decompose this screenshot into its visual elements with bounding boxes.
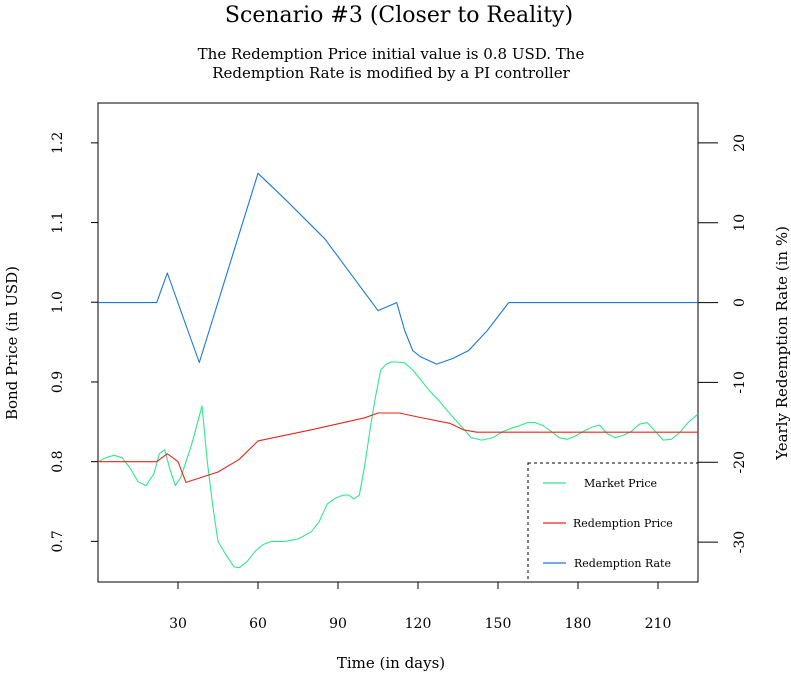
right-y-tick-label: -10 — [732, 371, 748, 394]
plot-frame — [97, 102, 699, 583]
left-y-tick-label: 1.0 — [50, 291, 66, 313]
x-axis-label: Time (in days) — [337, 654, 445, 672]
right-y-tick-label: 0 — [732, 298, 748, 307]
x-axis-ticks: 30 60 90 120 150 180 210 — [169, 582, 671, 632]
chart-title: Scenario #3 (Closer to Reality) — [225, 3, 573, 28]
redemption-rate-line — [98, 172, 698, 365]
legend-box — [527, 462, 699, 583]
left-y-tick-label: 0.8 — [50, 451, 66, 473]
legend-label-market-price: Market Price — [584, 477, 657, 490]
chart-subtitle-line-1: The Redemption Price initial value is 0.… — [198, 45, 585, 63]
right-y-tick-label: -30 — [732, 531, 748, 554]
right-y-tick-label: 10 — [732, 214, 748, 232]
legend-label-redemption-price: Redemption Price — [573, 517, 673, 530]
legend: Market Price Redemption Price Redemption… — [527, 462, 699, 583]
x-tick-label: 30 — [169, 616, 187, 632]
left-y-tick-label: 0.7 — [50, 530, 66, 552]
legend-label-redemption-rate: Redemption Rate — [574, 557, 671, 570]
x-tick-label: 90 — [329, 616, 347, 632]
chart-subtitle-line-2: Redemption Rate is modified by a PI cont… — [212, 64, 570, 82]
x-tick-label: 150 — [485, 616, 512, 632]
right-y-tick-label: -20 — [732, 451, 748, 474]
x-tick-label: 120 — [405, 616, 432, 632]
series-lines — [97, 172, 699, 569]
x-tick-label: 210 — [645, 616, 672, 632]
left-y-tick-label: 1.2 — [50, 132, 66, 154]
left-y-tick-label: 0.9 — [50, 371, 66, 393]
market-price-line — [97, 361, 699, 569]
left-y-axis-ticks: 0.7 0.8 0.9 1.0 1.1 1.2 — [50, 132, 98, 552]
x-tick-label: 180 — [565, 616, 592, 632]
x-tick-label: 60 — [249, 616, 267, 632]
right-y-axis-ticks: -30 -20 -10 0 10 20 — [698, 134, 748, 553]
redemption-price-line — [98, 412, 698, 483]
right-y-axis-label: Yearly Redemption Rate (in %) — [773, 226, 791, 461]
right-y-tick-label: 20 — [732, 134, 748, 152]
left-y-tick-label: 1.1 — [50, 211, 66, 233]
left-y-axis-label: Bond Price (in USD) — [3, 266, 21, 420]
